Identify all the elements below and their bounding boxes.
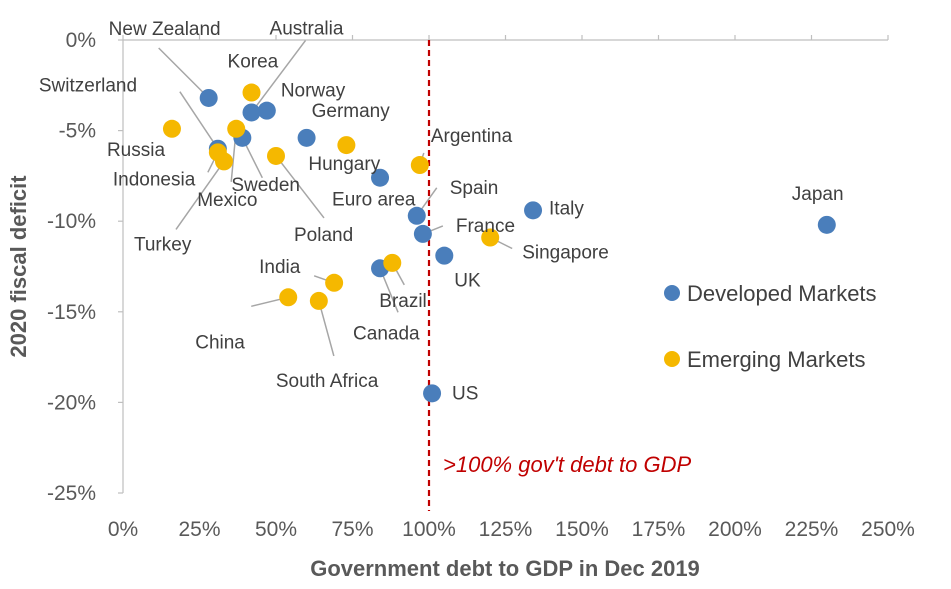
label-mexico: Mexico xyxy=(197,190,257,211)
label-korea: Korea xyxy=(228,52,279,73)
y-axis-title: 2020 fiscal deficit xyxy=(6,175,31,358)
x-tick-label: 150% xyxy=(555,518,609,541)
point-norway xyxy=(257,101,276,120)
leader-poland xyxy=(275,155,325,219)
label-south-africa: South Africa xyxy=(276,371,379,392)
label-singapore: Singapore xyxy=(522,243,609,264)
x-tick-label: 0% xyxy=(108,518,138,541)
point-russia xyxy=(162,119,181,138)
point-south-africa xyxy=(309,291,328,310)
leader-new-zealand xyxy=(158,47,210,99)
label-china: China xyxy=(195,332,245,353)
y-tick-label: -10% xyxy=(47,210,96,233)
y-tick-label: -25% xyxy=(47,482,96,505)
point-argentina xyxy=(410,156,429,175)
label-brazil: Brazil xyxy=(379,291,427,312)
label-canada: Canada xyxy=(353,323,420,344)
point-india xyxy=(325,273,344,292)
point-mexico xyxy=(227,119,246,138)
point-china xyxy=(279,288,298,307)
label-germany: Germany xyxy=(312,101,391,122)
label-hungary: Hungary xyxy=(308,154,380,175)
point-uk xyxy=(435,246,454,265)
label-new-zealand: New Zealand xyxy=(109,19,221,40)
point-us xyxy=(423,384,442,403)
point-korea xyxy=(242,83,261,102)
x-tick-label: 125% xyxy=(479,518,533,541)
leader-switzerland xyxy=(179,91,219,150)
x-tick-label: 25% xyxy=(178,518,220,541)
axes xyxy=(122,39,888,493)
label-norway: Norway xyxy=(281,81,346,102)
ticks: 0% 25% 50% 75% 100% 125% 150% 175% 200% 225% 250% 0… xyxy=(47,29,915,541)
label-russia: Russia xyxy=(107,140,166,161)
reference-line-label: >100% gov't debt to GDP xyxy=(443,452,692,477)
point-poland xyxy=(267,146,285,165)
label-switzerland: Switzerland xyxy=(39,76,137,97)
label-spain: Spain xyxy=(450,178,499,199)
point-turkey xyxy=(214,152,233,171)
legend: Developed Markets Emerging Markets xyxy=(664,281,877,372)
label-argentina: Argentina xyxy=(431,126,513,147)
x-tick-label: 75% xyxy=(331,518,373,541)
x-axis-title: Government debt to GDP in Dec 2019 xyxy=(310,556,700,581)
point-singapore xyxy=(481,228,500,247)
label-uk: UK xyxy=(454,271,481,292)
point-new-zealand xyxy=(199,88,218,107)
point-brazil xyxy=(383,253,402,272)
leader-turkey xyxy=(175,160,225,230)
y-tick-label: -5% xyxy=(59,120,96,143)
x-tick-label: 50% xyxy=(255,518,297,541)
label-india: India xyxy=(259,257,301,278)
x-tick-label: 250% xyxy=(861,518,915,541)
leader-south-africa xyxy=(318,300,335,357)
reference-line-group: >100% gov't debt to GDP xyxy=(427,40,692,511)
x-tick-label: 225% xyxy=(785,518,839,541)
label-us: US xyxy=(452,383,478,404)
label-japan: Japan xyxy=(792,184,844,205)
legend-emerging-label: Emerging Markets xyxy=(687,347,866,372)
label-indonesia: Indonesia xyxy=(113,169,196,190)
label-poland: Poland xyxy=(294,225,353,246)
data-points xyxy=(162,83,836,403)
leader-australia xyxy=(250,40,307,113)
x-tick-label: 200% xyxy=(708,518,762,541)
point-australia xyxy=(242,103,261,122)
point-labels: New Zealand Australia Norway Switzerland Swe… xyxy=(39,18,844,404)
y-tick-label: 0% xyxy=(66,29,96,52)
x-tick-label: 175% xyxy=(632,518,686,541)
legend-developed-label: Developed Markets xyxy=(687,281,877,306)
point-italy xyxy=(524,201,543,220)
point-hungary xyxy=(337,136,356,155)
point-spain xyxy=(407,206,426,225)
x-tick-label: 100% xyxy=(402,518,456,541)
point-france xyxy=(413,224,432,243)
point-euro-area xyxy=(371,168,390,187)
label-sweden: Sweden xyxy=(231,175,300,196)
label-australia: Australia xyxy=(270,18,344,39)
label-turkey: Turkey xyxy=(134,234,192,255)
y-tick-label: -15% xyxy=(47,301,96,324)
label-italy: Italy xyxy=(549,198,584,219)
label-france: France xyxy=(456,216,515,237)
legend-emerging-marker xyxy=(664,351,680,367)
y-tick-label: -20% xyxy=(47,391,96,414)
label-euro-area: Euro area xyxy=(332,190,416,211)
legend-developed-marker xyxy=(664,285,680,301)
point-germany xyxy=(297,128,316,147)
point-japan xyxy=(817,215,836,234)
